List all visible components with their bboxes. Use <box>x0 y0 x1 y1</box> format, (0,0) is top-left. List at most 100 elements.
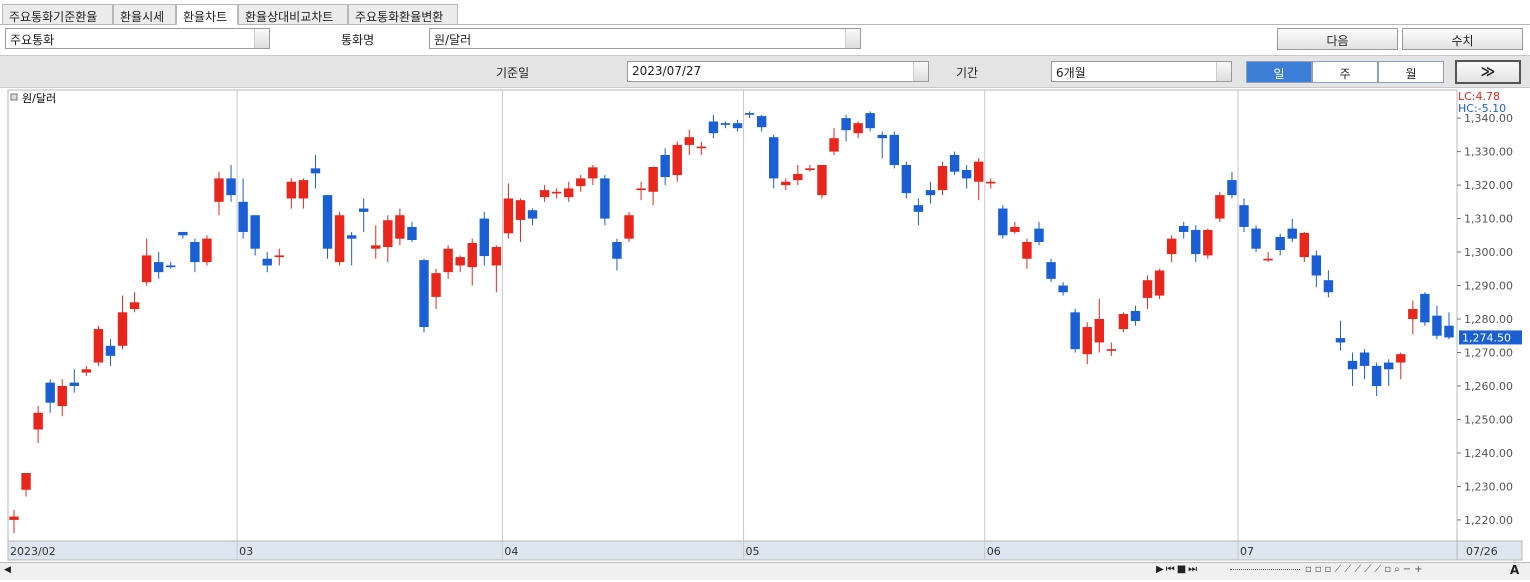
x-tick-label: 2023/02 <box>10 545 56 558</box>
candle-body <box>214 178 224 202</box>
y-tick-label: 1,330.00 <box>1464 146 1513 159</box>
candle-body <box>1299 232 1309 258</box>
candle-body <box>1094 319 1104 343</box>
candle-body <box>853 123 863 134</box>
candle-body <box>1384 362 1394 370</box>
candle-body <box>1166 238 1177 255</box>
candle-body <box>286 181 297 199</box>
candle-body <box>491 247 502 266</box>
candle-body <box>829 138 839 152</box>
x-end-label: 07/26 <box>1466 545 1498 558</box>
interval-button[interactable]: 일 <box>1246 61 1312 83</box>
candle-body <box>45 382 55 403</box>
candle-body <box>33 412 43 430</box>
candle-body <box>1396 354 1406 363</box>
candle-body <box>407 226 417 240</box>
candle-body <box>636 188 646 191</box>
candle-body <box>57 385 67 407</box>
tab[interactable]: 환율차트 <box>176 4 238 25</box>
candle-body <box>1251 228 1261 249</box>
period-select[interactable]: 6개월 <box>1051 61 1232 82</box>
currency-label: 통화명 <box>341 33 375 47</box>
x-tick-label: 05 <box>746 545 760 558</box>
annotation: LC:4.78 <box>1458 90 1500 103</box>
y-tick-label: 1,320.00 <box>1464 179 1513 192</box>
candle-body <box>166 265 176 268</box>
y-tick-label: 1,280.00 <box>1464 313 1513 326</box>
candle-body <box>334 215 345 263</box>
x-tick-label: 04 <box>504 545 518 558</box>
candle-body <box>564 188 574 198</box>
candle-body <box>672 144 682 176</box>
tab[interactable]: 환율시세 <box>113 4 176 25</box>
candle-body <box>298 180 309 199</box>
y-tick-label: 1,310.00 <box>1464 213 1513 226</box>
value-button[interactable]: 수치 <box>1402 28 1523 50</box>
y-tick-label: 1,240.00 <box>1464 447 1513 460</box>
candle-body <box>479 218 489 257</box>
tab-line <box>0 24 1530 25</box>
candle-body <box>612 242 622 259</box>
forward-button[interactable]: ≫ <box>1455 60 1521 84</box>
tab[interactable]: 주요통화환율변환 <box>348 4 458 25</box>
candle-body <box>600 178 610 219</box>
candle-body <box>81 369 92 373</box>
toolbar-label: A <box>1510 563 1520 577</box>
candle-body <box>793 174 803 181</box>
candle-body <box>226 178 236 196</box>
tool-icons[interactable]: ▫▫▫⟋⟋⟋⟋⟋▫⌕−+ <box>1305 564 1426 575</box>
candle-body <box>455 257 465 266</box>
interval-button[interactable]: 주 <box>1312 61 1378 83</box>
slider[interactable] <box>1230 569 1300 572</box>
date-input[interactable]: 2023/07/27 <box>627 61 929 82</box>
y-tick-label: 1,290.00 <box>1464 280 1513 293</box>
play-controls[interactable]: ▶⏮■⏭ <box>1156 564 1200 575</box>
y-tick-label: 1,220.00 <box>1464 514 1513 527</box>
date-label: 기준일 <box>496 66 530 80</box>
x-tick-label: 07 <box>1240 545 1254 558</box>
legend-swatch <box>10 93 18 101</box>
candle-body <box>1432 315 1442 336</box>
candle-body <box>648 167 658 192</box>
chart: 원/달러 1,220.00 1,230.00 1,240.00 1,250.00 1,2… <box>7 89 1523 561</box>
candle-body <box>1106 349 1117 351</box>
next-button[interactable]: 다음 <box>1277 28 1398 50</box>
candle-body <box>154 262 164 273</box>
candle-body <box>974 161 984 182</box>
scrollbar[interactable] <box>0 562 1530 580</box>
candle-body <box>359 208 369 212</box>
candle-body <box>1335 338 1346 343</box>
candle-body <box>925 190 936 196</box>
x-tick-label: 03 <box>239 545 253 558</box>
candle-body <box>805 168 815 171</box>
candle-body <box>1130 310 1141 322</box>
candle-body <box>551 191 562 194</box>
candle-body <box>9 516 19 520</box>
currency-select[interactable]: 원/달러 <box>429 28 861 49</box>
candle-body <box>865 113 875 129</box>
candle-body <box>322 195 333 249</box>
scroll-left[interactable]: ◀ <box>4 565 11 575</box>
candle-body <box>1239 205 1249 227</box>
candle-body <box>841 118 851 131</box>
candle-body <box>961 170 972 179</box>
candle-body <box>419 260 429 328</box>
candle-body <box>202 238 212 263</box>
group-select[interactable]: 주요통화 <box>5 28 270 49</box>
candle-body <box>720 123 731 125</box>
candle-body <box>1215 195 1225 219</box>
tab[interactable]: 환율상대비교차트 <box>238 4 348 25</box>
candle-body <box>1444 325 1454 338</box>
candle-body <box>310 168 321 174</box>
candle-body <box>732 123 743 129</box>
interval-button[interactable]: 월 <box>1378 61 1444 83</box>
candle-body <box>1142 280 1153 298</box>
candle-body <box>1034 228 1044 243</box>
candle-body <box>877 134 887 139</box>
candle-body <box>744 113 755 115</box>
candle-body <box>1010 226 1020 232</box>
y-tick-label: 1,230.00 <box>1464 480 1513 493</box>
tab[interactable]: 주요통화기준환율 <box>2 4 113 25</box>
candle-body <box>69 382 79 386</box>
candle-body <box>998 208 1008 236</box>
